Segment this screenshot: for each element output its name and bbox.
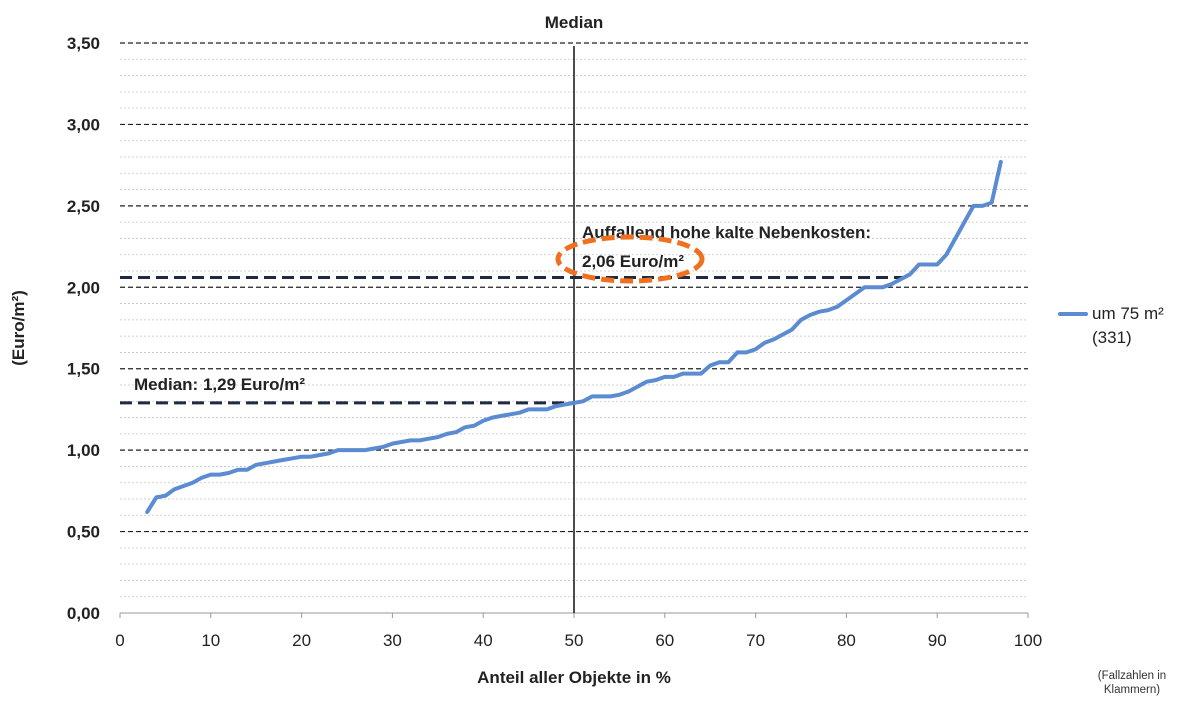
y-tick-label: 1,00: [67, 441, 100, 460]
reference-lines: [120, 46, 906, 613]
high-cost-label: Auffallend hohe kalte Nebenkosten:: [582, 223, 871, 242]
legend-series-count: (331): [1092, 328, 1132, 347]
footnote: (Fallzahlen in Klammern): [1097, 670, 1167, 696]
high-cost-value-label: 2,06 Euro/m²: [582, 252, 684, 271]
series-layer: [145, 159, 1003, 514]
x-tick-label: 80: [837, 631, 856, 650]
x-tick-label: 40: [474, 631, 493, 650]
x-tick-label: 30: [383, 631, 402, 650]
x-tick-label: 90: [928, 631, 947, 650]
x-tick-label: 70: [746, 631, 765, 650]
y-tick-label: 2,50: [67, 197, 100, 216]
x-tick-label: 50: [565, 631, 584, 650]
highlight-ellipse: [555, 234, 705, 284]
y-axis-title: (Euro/m²): [9, 290, 28, 366]
y-tick-label: 3,00: [67, 115, 100, 134]
median-value-label: Median: 1,29 Euro/m²: [134, 375, 305, 394]
x-axis-title: Anteil aller Objekte in %: [477, 668, 671, 687]
x-tick-label: 60: [655, 631, 674, 650]
labels: 0 10 20 30 40 50 60 70 80 90 100 0,00 0,50 1,00 1,50 2,…: [9, 13, 1042, 687]
y-tick-label: 0,50: [67, 523, 100, 542]
y-tick-label: 3,50: [67, 34, 100, 53]
y-tick-label: 0,00: [67, 604, 100, 623]
axes: [119, 612, 1029, 618]
x-tick-label: 100: [1014, 631, 1042, 650]
x-tick-label: 0: [115, 631, 124, 650]
legend-line-swatch: [1058, 312, 1088, 316]
x-tick-label: 20: [292, 631, 311, 650]
median-line-label: Median: [545, 13, 604, 32]
y-tick-label: 2,00: [67, 278, 100, 297]
y-tick-label: 1,50: [67, 360, 100, 379]
legend-series-label: um 75 m²: [1092, 304, 1164, 323]
x-tick-label: 10: [201, 631, 220, 650]
series-line-um-75: [145, 159, 1003, 514]
